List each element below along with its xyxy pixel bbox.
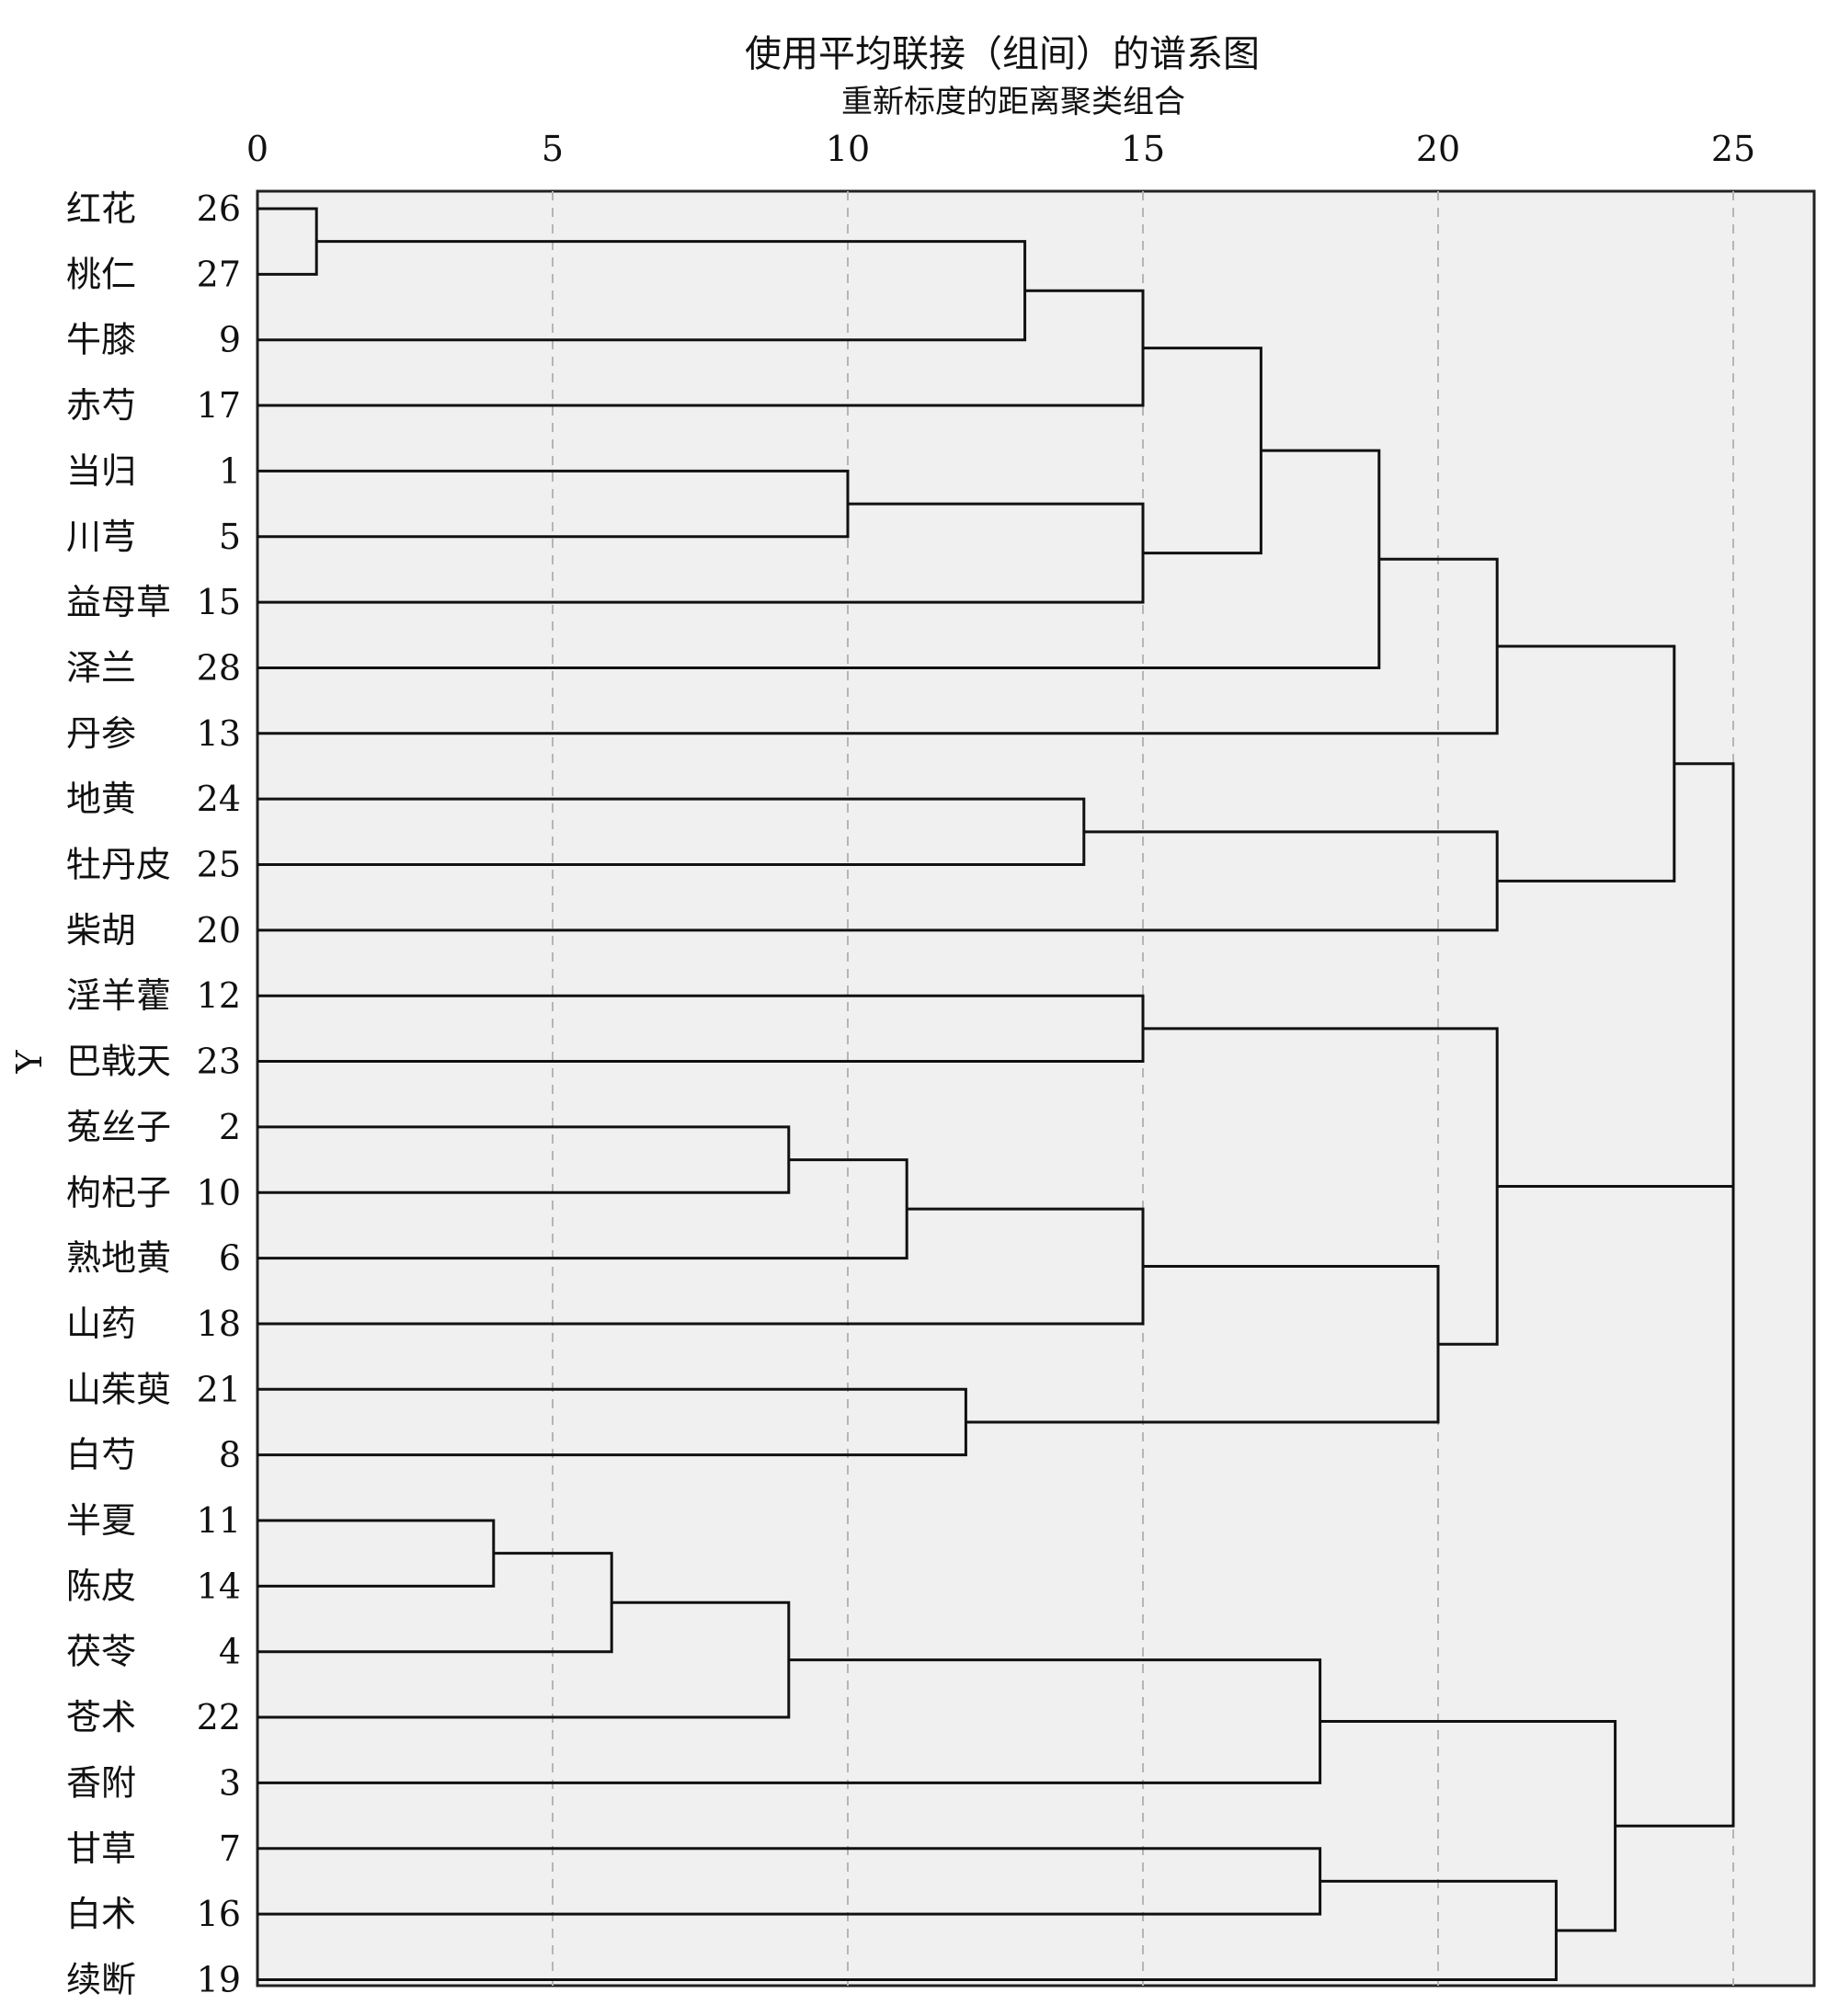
leaf-id: 6 — [219, 1238, 241, 1279]
leaf-id: 1 — [219, 450, 241, 491]
leaf-name: 续断 — [66, 1959, 136, 1999]
leaf-id: 21 — [197, 1369, 241, 1409]
dendrogram-link — [1673, 762, 1735, 1507]
leaf-id: 16 — [197, 1894, 241, 1934]
leaf-name: 山茱萸 — [66, 1369, 171, 1409]
leaf-id: 11 — [197, 1500, 241, 1541]
leaf-name: 红花 — [66, 188, 136, 229]
leaf-name: 甘草 — [66, 1828, 136, 1869]
leaf-name: 益母草 — [66, 582, 171, 622]
leaf-id: 26 — [197, 188, 241, 229]
y-axis-label: Y — [9, 1050, 50, 1075]
leaf-id: 15 — [197, 582, 241, 622]
x-tick-label: 10 — [826, 129, 870, 169]
leaf-name: 巴戟天 — [66, 1042, 171, 1082]
x-tick-label: 5 — [542, 129, 564, 169]
x-tick-label: 15 — [1121, 129, 1165, 169]
leaf-name: 白芍 — [66, 1435, 136, 1475]
leaf-id: 23 — [197, 1042, 241, 1082]
leaf-id: 25 — [197, 845, 241, 885]
leaf-id: 3 — [219, 1762, 241, 1803]
leaf-name: 苍术 — [66, 1697, 136, 1737]
leaf-name: 桃仁 — [66, 254, 136, 294]
leaf-name: 当归 — [66, 450, 136, 491]
dendrogram-links — [257, 207, 1735, 1981]
plot-area — [256, 189, 1816, 1988]
chart-title: 使用平均联接（组间）的谱系图 — [745, 33, 1260, 75]
leaf-id: 5 — [219, 517, 241, 557]
leaf-id: 13 — [197, 713, 241, 754]
leaf-id: 22 — [197, 1697, 241, 1737]
leaf-name: 枸杞子 — [66, 1172, 171, 1213]
leaf-name: 柴胡 — [66, 910, 136, 951]
chart-subtitle: 重新标度的距离聚类组合 — [841, 84, 1185, 120]
leaf-name: 茯苓 — [66, 1632, 136, 1672]
leaf-id: 18 — [197, 1304, 241, 1344]
leaf-name: 半夏 — [66, 1500, 136, 1541]
leaf-name: 熟地黄 — [66, 1238, 171, 1279]
leaf-id: 20 — [197, 910, 241, 951]
leaf-id: 24 — [197, 779, 241, 819]
leaf-id: 17 — [197, 385, 241, 426]
leaf-id: 9 — [219, 320, 241, 360]
x-tick-label: 25 — [1711, 129, 1755, 169]
leaf-id: 19 — [197, 1959, 241, 1999]
leaf-name: 淫羊藿 — [66, 975, 171, 1016]
leaf-name: 山药 — [66, 1304, 136, 1344]
leaf-name: 川芎 — [66, 517, 136, 557]
leaf-name: 香附 — [66, 1762, 136, 1803]
leaf-id: 8 — [219, 1435, 241, 1475]
leaf-name: 牛膝 — [66, 320, 136, 360]
leaf-name: 白术 — [66, 1894, 136, 1934]
x-tick-label: 0 — [246, 129, 268, 169]
leaf-id: 10 — [197, 1172, 241, 1213]
x-axis-ticks: 0 5 10 15 20 25 — [246, 129, 1755, 169]
leaf-name: 赤芍 — [66, 385, 136, 426]
leaf-name: 陈皮 — [66, 1566, 136, 1606]
leaf-id: 27 — [197, 254, 241, 294]
leaf-id: 28 — [197, 647, 241, 688]
x-tick-label: 20 — [1416, 129, 1460, 169]
leaf-id: 12 — [197, 975, 241, 1016]
leaf-id: 14 — [197, 1566, 241, 1606]
leaf-name: 菟丝子 — [66, 1107, 171, 1147]
leaf-id: 4 — [219, 1632, 241, 1672]
leaf-name: 泽兰 — [66, 647, 136, 688]
leaf-id: 2 — [219, 1107, 241, 1147]
leaf-name: 地黄 — [66, 779, 136, 819]
leaf-name: 丹参 — [66, 713, 136, 754]
leaf-id: 7 — [219, 1828, 241, 1869]
leaf-name: 牡丹皮 — [66, 845, 171, 885]
